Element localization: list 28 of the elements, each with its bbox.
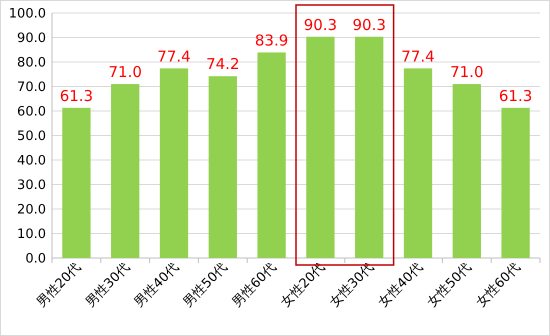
y-tick-label: 50.0 [17,129,46,144]
data-label: 77.4 [401,47,435,66]
y-tick-label: 0.0 [25,252,46,266]
x-tick-label: 女性60代 [474,260,524,310]
y-tick-label: 90.0 [17,31,46,46]
y-tick-label: 70.0 [17,80,46,95]
data-label: 61.3 [60,86,94,105]
data-label: 74.2 [206,55,240,74]
x-tick-label: 男性60代 [230,260,280,310]
data-label: 90.3 [304,16,338,34]
data-label: 61.3 [498,86,532,105]
y-tick-label: 100.0 [8,6,46,22]
data-label: 77.4 [157,47,191,66]
data-label: 71.0 [450,63,484,82]
x-tick-label: 男性40代 [132,260,182,310]
x-tick-label: 女性40代 [376,260,426,310]
y-tick-label: 80.0 [17,56,46,70]
data-label: 90.3 [352,16,386,34]
y-tick-label: 60.0 [17,104,46,120]
x-tick-label: 男性50代 [180,260,231,310]
y-tick-label: 20.0 [17,202,46,218]
y-tick-label: 10.0 [17,227,46,242]
y-tick-label: 40.0 [17,154,46,168]
data-label: 83.9 [254,31,288,50]
y-tick-label: 30.0 [17,178,46,193]
data-label: 71.0 [108,63,142,82]
x-tick-label: 男性30代 [83,260,134,310]
x-tick-label: 女性50代 [424,260,475,310]
